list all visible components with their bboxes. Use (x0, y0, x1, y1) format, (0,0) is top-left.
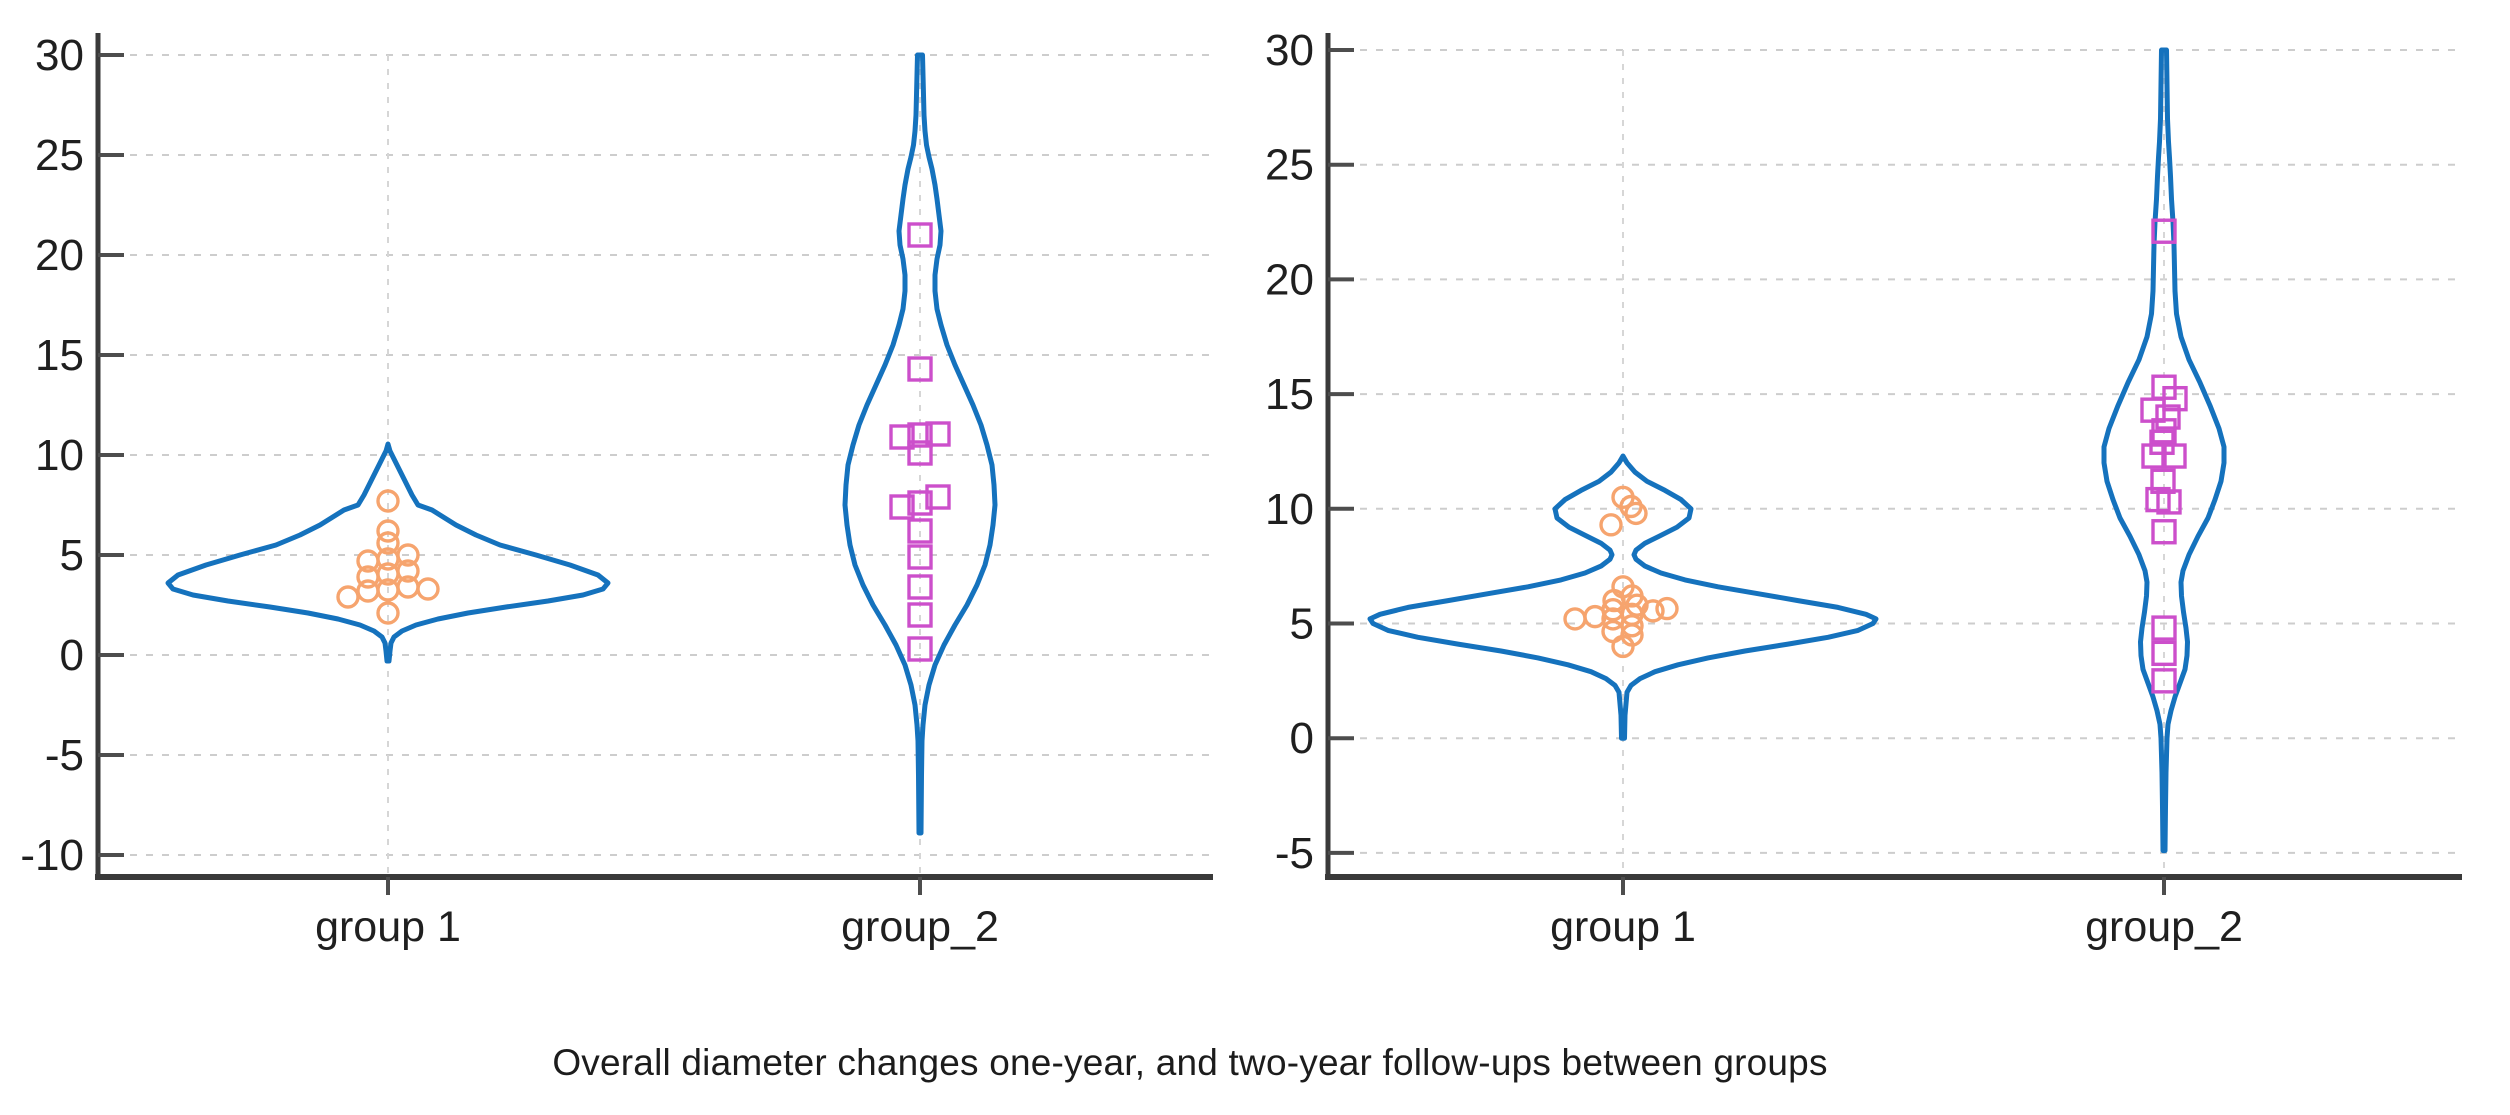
y-tick-label: 5 (60, 531, 84, 580)
data-point-circle (1655, 596, 1679, 621)
violin-plots-canvas: -10 -5 0 5 10 15 20 25 30 group 1 group_2 -5 0 5 10 15 2… (20, 26, 2462, 951)
data-point-square (925, 421, 951, 447)
data-point-circle (1611, 634, 1635, 659)
data-point-square (2140, 397, 2166, 423)
y-tick-label: -5 (1275, 829, 1314, 878)
data-point-circle (376, 531, 400, 555)
data-point-square (2156, 489, 2182, 515)
data-point-circle (356, 565, 380, 589)
data-point-square (907, 422, 933, 448)
data-point-square (2151, 218, 2177, 244)
y-tick-label: 25 (35, 131, 84, 180)
y-tick-label: 0 (1290, 714, 1314, 763)
violin-outline-group_2 (2101, 47, 2227, 854)
data-point-square (907, 636, 933, 662)
y-tick-label: 10 (1265, 485, 1314, 534)
y-tick-label: 30 (1265, 26, 1314, 75)
x-tick-label: group 1 (315, 903, 461, 951)
data-point-square (2151, 640, 2177, 667)
data-point-circle (356, 549, 380, 573)
y-tick-label: 30 (35, 31, 84, 80)
data-point-square (907, 356, 933, 382)
data-point-circle (376, 489, 400, 513)
data-point-square (889, 424, 915, 450)
data-point-circle (1563, 607, 1587, 631)
data-point-square (907, 544, 933, 570)
data-point-square (2155, 404, 2181, 430)
violin-outline-group-1 (165, 441, 611, 664)
y-tick-label: 10 (35, 431, 84, 480)
y-tick-label: 20 (1265, 255, 1314, 304)
data-point-square (907, 602, 933, 628)
y-tick-label: 0 (60, 631, 84, 680)
data-point-square (2151, 615, 2177, 641)
data-point-square (907, 490, 933, 516)
data-point-square (907, 574, 933, 600)
figure-caption: Overall diameter changes one-year, and t… (552, 1042, 1828, 1083)
violin-outline-group_2 (842, 52, 998, 836)
data-point-square (2161, 443, 2187, 469)
data-point-square (907, 518, 933, 544)
y-tick-label: -5 (45, 731, 84, 780)
data-point-square (2151, 519, 2177, 545)
violin-outline-group-1 (1367, 453, 1879, 741)
data-point-square (2141, 443, 2167, 469)
x-tick-label: group 1 (1550, 903, 1696, 951)
data-point-circle (416, 577, 440, 601)
y-tick-label: 15 (1265, 370, 1314, 419)
data-point-square (907, 222, 933, 248)
x-tick-label: group_2 (841, 903, 999, 951)
y-tick-label: 25 (1265, 141, 1314, 190)
x-tick-label: group_2 (2085, 903, 2243, 951)
data-point-circle (376, 519, 400, 543)
data-point-square (889, 494, 915, 520)
data-point-square (907, 440, 933, 466)
y-tick-label: -10 (20, 831, 84, 880)
data-point-circle (1624, 501, 1648, 526)
data-point-square (2151, 668, 2177, 694)
data-point-circle (1599, 513, 1623, 537)
y-tick-label: 20 (35, 231, 84, 280)
data-point-circle (376, 601, 400, 625)
data-point-circle (336, 585, 360, 609)
y-tick-label: 5 (1290, 600, 1314, 649)
data-point-circle (356, 579, 380, 603)
data-point-square (925, 484, 951, 510)
y-tick-label: 15 (35, 331, 84, 380)
